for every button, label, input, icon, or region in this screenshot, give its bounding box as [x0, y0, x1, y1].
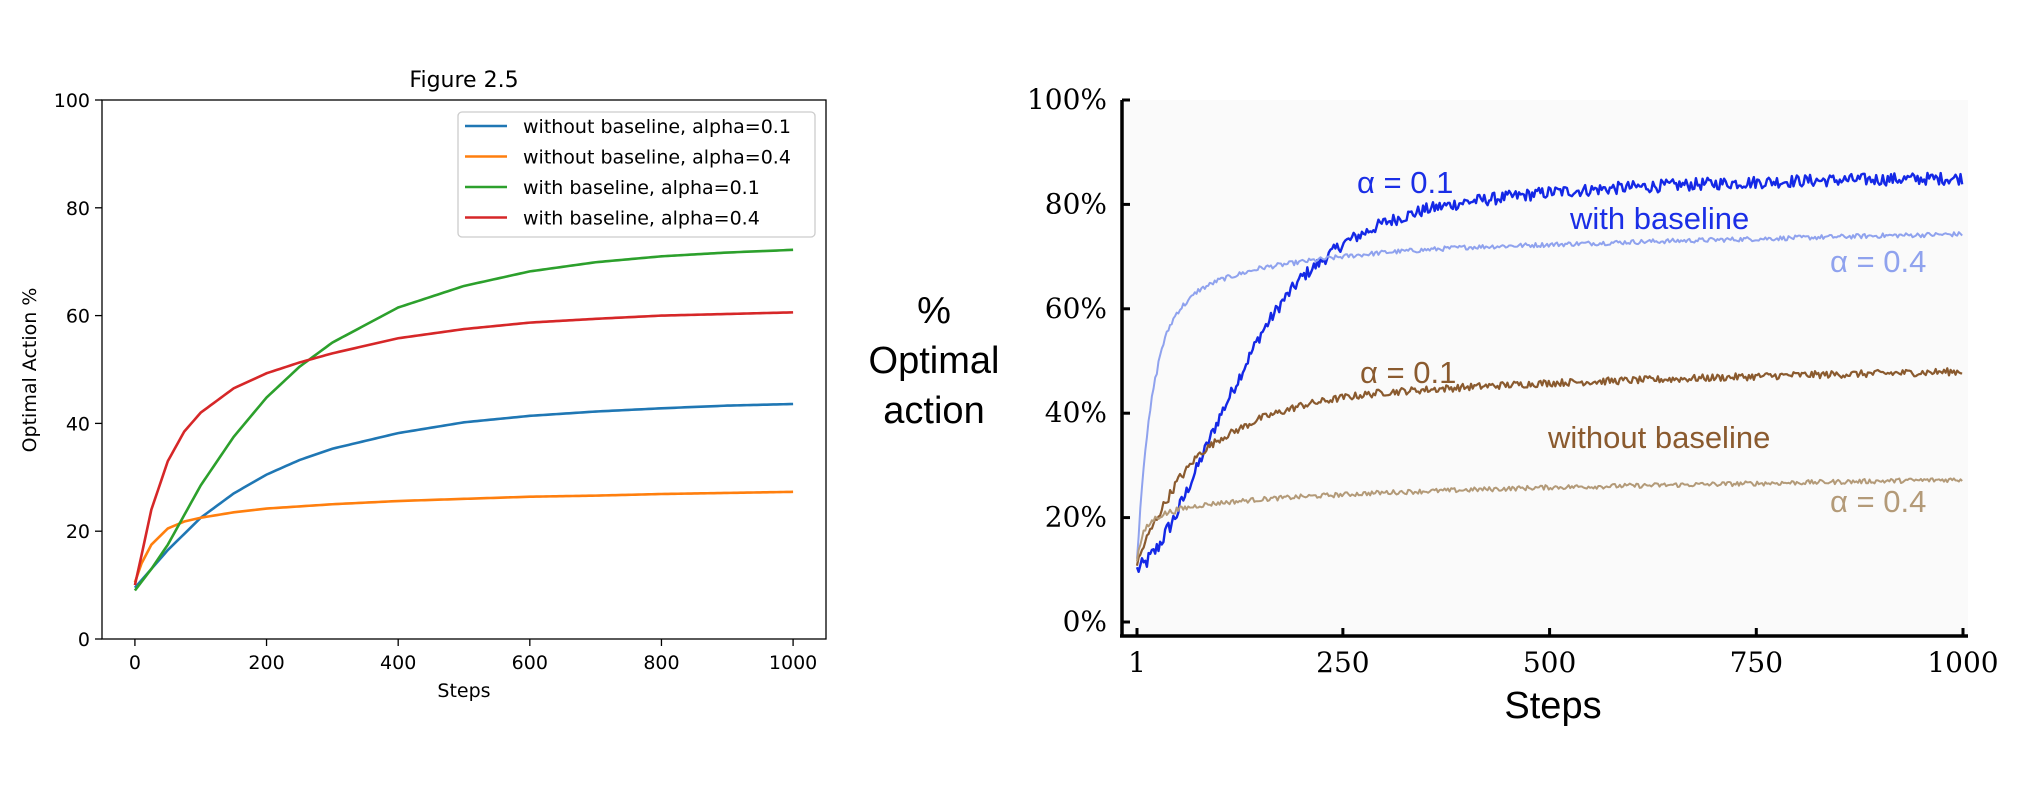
legend-frame: [457, 111, 816, 238]
chart-2-plot-background: [1122, 100, 1968, 634]
chart-1-y-tick-label: 0: [78, 629, 90, 651]
chart-1-series-line-0: [133, 402, 794, 589]
annotation-alpha-0.1-with-baseline: α = 0.1: [1357, 165, 1453, 200]
chart-2-x-label: Steps: [1504, 685, 1601, 727]
center-label-line-3: action: [883, 390, 984, 432]
chart-1-y-tick-label: 40: [66, 413, 90, 435]
chart-2-x-tick-label: 500: [1523, 646, 1576, 679]
chart-1-x-tick-label: 1000: [769, 652, 817, 674]
legend-label-2: with baseline, alpha=0.1: [523, 177, 760, 199]
chart-1-title: Figure 2.5: [409, 68, 518, 93]
chart-2-annotations: α = 0.1 with baseline α = 0.4 α = 0.1 wi…: [1357, 165, 1926, 519]
chart-1-y-tick-label: 60: [66, 306, 90, 328]
center-label-line-1: %: [917, 290, 951, 332]
annotation-with-baseline: with baseline: [1569, 201, 1749, 236]
chart-1-x-tick-label: 400: [380, 652, 416, 674]
chart-1-series-line-2: [133, 248, 794, 592]
chart-2-series-line-0: [1135, 171, 1964, 574]
chart-1-series-line-1: [133, 490, 794, 583]
chart-2-series-line-1: [1136, 231, 1963, 559]
chart-2-series-line-3: [1136, 477, 1963, 562]
chart-2-y-tick-label: 0%: [1063, 605, 1107, 638]
chart-1-axes-frame: [101, 99, 827, 640]
chart-1-x-tick-label: 800: [643, 652, 679, 674]
chart-2-y-tick-label: 60%: [1045, 292, 1107, 325]
chart-1-series-line-3: [133, 311, 794, 586]
chart-2-x-tick-label: 1: [1128, 646, 1146, 679]
chart-2: 1 250 500 750 1000 0%20%40%60%80%100% Steps …: [1027, 83, 1999, 727]
chart-2-y-tick-label: 40%: [1045, 396, 1107, 429]
chart-1-x-tick-label: 200: [248, 652, 284, 674]
annotation-alpha-0.4-without-baseline: α = 0.4: [1830, 484, 1926, 519]
chart-1-legend: without baseline, alpha=0.1 without basel…: [457, 111, 816, 238]
chart-2-y-ticks: 0% 20% 40% 60% 80% 100%: [1027, 83, 1130, 638]
chart-1-lines: [133, 248, 794, 592]
chart-1-y-tick-label: 20: [66, 521, 90, 543]
chart-1-x-tick-label: 0: [129, 652, 141, 674]
center-y-label: % Optimal action: [869, 290, 1000, 432]
chart-1-y-ticks: 0 20 40 60 80 100: [54, 90, 102, 651]
chart-2-x-tick-label: 1000: [1927, 646, 1998, 679]
chart-2-x-ticks: 1 250 500 750 1000: [1128, 628, 1999, 679]
legend-entries: without baseline, alpha=0.1 without basel…: [465, 116, 791, 230]
chart-1-x-label: Steps: [437, 680, 490, 702]
chart-2-y-tick-label: 20%: [1045, 501, 1107, 534]
chart-2-lines: [1135, 171, 1964, 574]
chart-1-x-tick-label: 600: [512, 652, 548, 674]
chart-2-y-tick-label: 80%: [1045, 187, 1107, 220]
chart-2-y-tick-label: 100%: [1027, 83, 1107, 116]
chart-2-x-tick-label: 750: [1730, 646, 1783, 679]
legend-label-1: without baseline, alpha=0.4: [523, 147, 791, 169]
chart-1-y-tick-label: 100: [54, 90, 90, 112]
chart-1-y-label: Optimal Action %: [19, 288, 41, 453]
center-label-line-2: Optimal: [869, 340, 1000, 382]
chart-1-y-tick-label: 80: [66, 198, 90, 220]
legend-label-3: with baseline, alpha=0.4: [523, 208, 760, 230]
chart-2-series-line-2: [1135, 367, 1963, 566]
annotation-alpha-0.1-without-baseline: α = 0.1: [1360, 355, 1456, 390]
chart-1: 0 200 400 600 800 1000 0 20 40 60 80 100 Figure 2.…: [19, 68, 827, 702]
annotation-alpha-0.4-with-baseline: α = 0.4: [1830, 244, 1926, 279]
chart-2-x-tick-label: 250: [1316, 646, 1369, 679]
annotation-without-baseline: without baseline: [1547, 420, 1770, 455]
chart-1-x-ticks: 0 200 400 600 800 1000: [129, 639, 817, 674]
legend-label-0: without baseline, alpha=0.1: [523, 116, 791, 138]
